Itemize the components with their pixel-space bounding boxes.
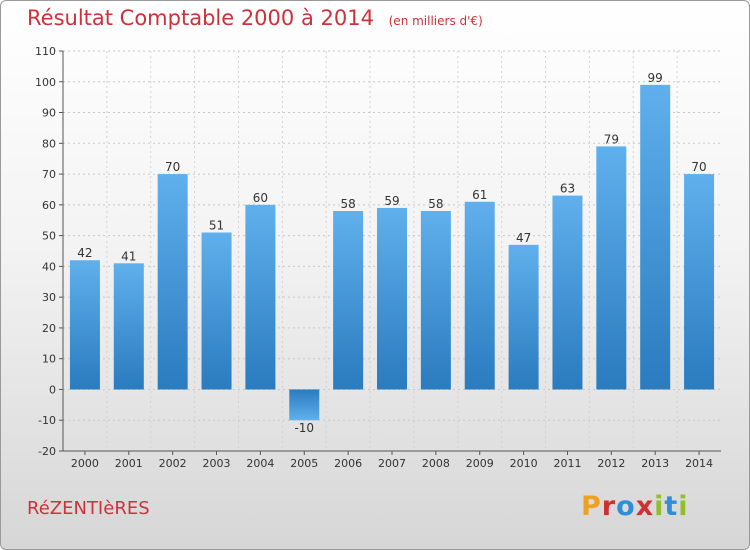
logo-letter: r [601, 491, 617, 522]
x-tick-label-2005: 2005 [290, 457, 318, 470]
y-tick-label: -20 [38, 445, 56, 458]
y-tick-label: 0 [49, 383, 56, 396]
data-label-2003: 51 [209, 219, 224, 233]
x-tick-label-2006: 2006 [334, 457, 362, 470]
bar-2012 [596, 146, 627, 390]
bar-2014 [684, 174, 715, 390]
bar-2011 [552, 195, 583, 390]
y-tick-label: 10 [42, 353, 56, 366]
bar-2005 [289, 389, 320, 421]
proxiti-logo[interactable]: Proxiti [581, 491, 689, 522]
logo-letter: o [616, 491, 636, 522]
chart-title: Résultat Comptable 2000 à 2014 (en milli… [27, 6, 483, 30]
data-label-2000: 42 [77, 246, 92, 260]
bar-2006 [333, 211, 364, 390]
x-tick-label-2009: 2009 [466, 457, 494, 470]
bar-2000 [69, 260, 100, 390]
data-label-2004: 60 [253, 191, 268, 205]
y-tick-label: 110 [35, 45, 56, 58]
data-label-2001: 41 [121, 249, 136, 263]
bar-2008 [420, 211, 451, 390]
commune-name: RéZENTIèRES [27, 498, 150, 519]
x-tick-label-2001: 2001 [115, 457, 143, 470]
y-tick-label: 100 [35, 76, 56, 89]
x-tick-label-2014: 2014 [685, 457, 713, 470]
chart-subtitle: (en milliers d'€) [388, 14, 483, 28]
logo-letter: i [654, 491, 665, 522]
x-tick-label-2003: 2003 [203, 457, 231, 470]
bar-2010 [508, 244, 539, 390]
bar-2004 [245, 204, 276, 390]
y-tick-label: 40 [42, 260, 56, 273]
bar-2001 [113, 263, 144, 390]
logo-letter: t [664, 491, 679, 522]
data-label-2009: 61 [472, 188, 487, 202]
logo-letter: i [678, 491, 689, 522]
data-label-2011: 63 [560, 182, 575, 196]
y-tick-label: 90 [42, 107, 56, 120]
y-tick-label: 60 [42, 199, 56, 212]
x-tick-label-2012: 2012 [597, 457, 625, 470]
logo-letter: x [635, 491, 655, 522]
y-tick-label: 50 [42, 230, 56, 243]
data-label-2013: 99 [648, 71, 663, 85]
y-tick-label: 20 [42, 322, 56, 335]
data-label-2008: 58 [428, 197, 443, 211]
data-label-2012: 79 [604, 132, 619, 146]
data-label-2007: 59 [384, 194, 399, 208]
bar-2007 [377, 207, 407, 390]
x-tick-label-2007: 2007 [378, 457, 406, 470]
y-tick-label: 80 [42, 137, 56, 150]
bar-2013 [640, 84, 671, 390]
data-label-2010: 47 [516, 231, 531, 245]
x-tick-label-2010: 2010 [510, 457, 538, 470]
bar-2003 [201, 232, 232, 390]
data-label-2002: 70 [165, 160, 180, 174]
data-label-2006: 58 [340, 197, 355, 211]
grid [63, 50, 721, 452]
axes: -20 -10 0 10 20 30 40 50 60 70 80 90 100 110 2000 2001 2… [35, 45, 721, 470]
x-tick-label-2008: 2008 [422, 457, 450, 470]
y-tick-label: 70 [42, 168, 56, 181]
bars: 42 41 70 51 60 -10 58 59 58 61 47 63 79 99 70 [69, 71, 715, 435]
chart-title-text: Résultat Comptable 2000 à 2014 [27, 6, 374, 30]
logo-letter: P [581, 491, 602, 522]
data-label-2014: 70 [691, 160, 706, 174]
bar-2002 [157, 174, 188, 390]
y-tick-label: -10 [38, 414, 56, 427]
x-tick-label-2004: 2004 [246, 457, 274, 470]
bar-2009 [464, 201, 495, 390]
y-tick-label: 30 [42, 291, 56, 304]
x-tick-label-2000: 2000 [71, 457, 99, 470]
data-label-2005: -10 [294, 421, 314, 435]
x-tick-label-2011: 2011 [553, 457, 581, 470]
x-tick-label-2002: 2002 [159, 457, 187, 470]
x-tick-label-2013: 2013 [641, 457, 669, 470]
